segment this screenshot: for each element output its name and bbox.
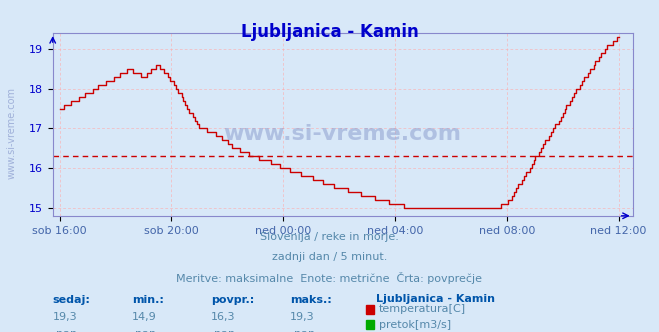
Text: min.:: min.: — [132, 295, 163, 305]
Text: Ljubljanica - Kamin: Ljubljanica - Kamin — [376, 294, 495, 304]
Text: -nan: -nan — [211, 329, 236, 332]
Text: sedaj:: sedaj: — [53, 295, 90, 305]
Text: Slovenija / reke in morje.: Slovenija / reke in morje. — [260, 232, 399, 242]
Text: -nan: -nan — [132, 329, 157, 332]
Text: Meritve: maksimalne  Enote: metrične  Črta: povprečje: Meritve: maksimalne Enote: metrične Črta… — [177, 272, 482, 284]
Text: 19,3: 19,3 — [53, 312, 77, 322]
Text: 19,3: 19,3 — [290, 312, 314, 322]
Text: 16,3: 16,3 — [211, 312, 235, 322]
Text: www.si-vreme.com: www.si-vreme.com — [7, 87, 16, 179]
Text: pretok[m3/s]: pretok[m3/s] — [379, 320, 451, 330]
Text: maks.:: maks.: — [290, 295, 331, 305]
Text: Ljubljanica - Kamin: Ljubljanica - Kamin — [241, 23, 418, 41]
Text: 14,9: 14,9 — [132, 312, 157, 322]
Text: www.si-vreme.com: www.si-vreme.com — [223, 124, 462, 144]
Text: temperatura[C]: temperatura[C] — [379, 304, 466, 314]
Text: -nan: -nan — [53, 329, 78, 332]
Text: -nan: -nan — [290, 329, 315, 332]
Text: povpr.:: povpr.: — [211, 295, 254, 305]
Text: zadnji dan / 5 minut.: zadnji dan / 5 minut. — [272, 252, 387, 262]
